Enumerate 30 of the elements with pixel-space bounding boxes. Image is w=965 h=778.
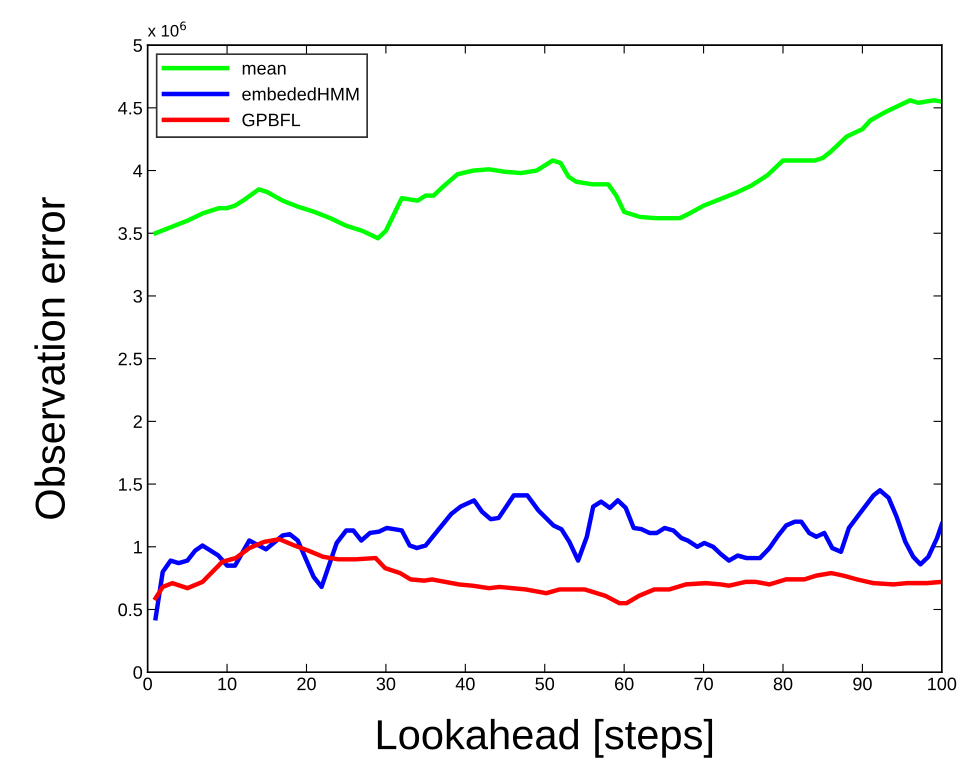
x-axis-title: Lookahead [steps] (378, 718, 712, 758)
x-tick-label: 100 (928, 678, 956, 690)
x-tick-label: 40 (456, 678, 475, 690)
line-series (153, 488, 942, 620)
x-tick-label: 50 (535, 678, 554, 690)
y-tick-label: 0.5 (118, 603, 142, 616)
text: x 10$^{6}$ (148, 21, 186, 37)
x-tick-label: 70 (694, 678, 713, 690)
legend-label: embededHMM (242, 87, 358, 100)
y-tick-label: 4.5 (118, 102, 142, 115)
y-tick-label: 5 (133, 39, 142, 52)
x-tick-label: 90 (853, 678, 872, 690)
x-tick-label: 10 (218, 678, 236, 690)
x-tick-label: 80 (774, 678, 792, 690)
legend-label: GPBFL (242, 114, 300, 126)
y-axis-title: Observation error (34, 197, 66, 519)
y-tick-label: 4 (133, 164, 142, 178)
line-series (153, 537, 942, 606)
x-tick-label: 60 (615, 678, 634, 690)
x-tick-label: 30 (376, 678, 396, 690)
y-tick-label: 1.5 (119, 478, 142, 491)
y-tick-label: 3.5 (118, 227, 142, 240)
y-tick-label: 0 (133, 666, 142, 679)
y-tick-label: 2.5 (118, 352, 142, 366)
x-tick-label: 0 (143, 678, 152, 690)
y-tick-label: 3 (133, 290, 142, 303)
x-tick-label: 20 (297, 678, 316, 690)
legend-label: mean (242, 64, 286, 75)
y-tick-label: 1 (134, 540, 142, 554)
y-tick-label: 2 (134, 415, 142, 428)
